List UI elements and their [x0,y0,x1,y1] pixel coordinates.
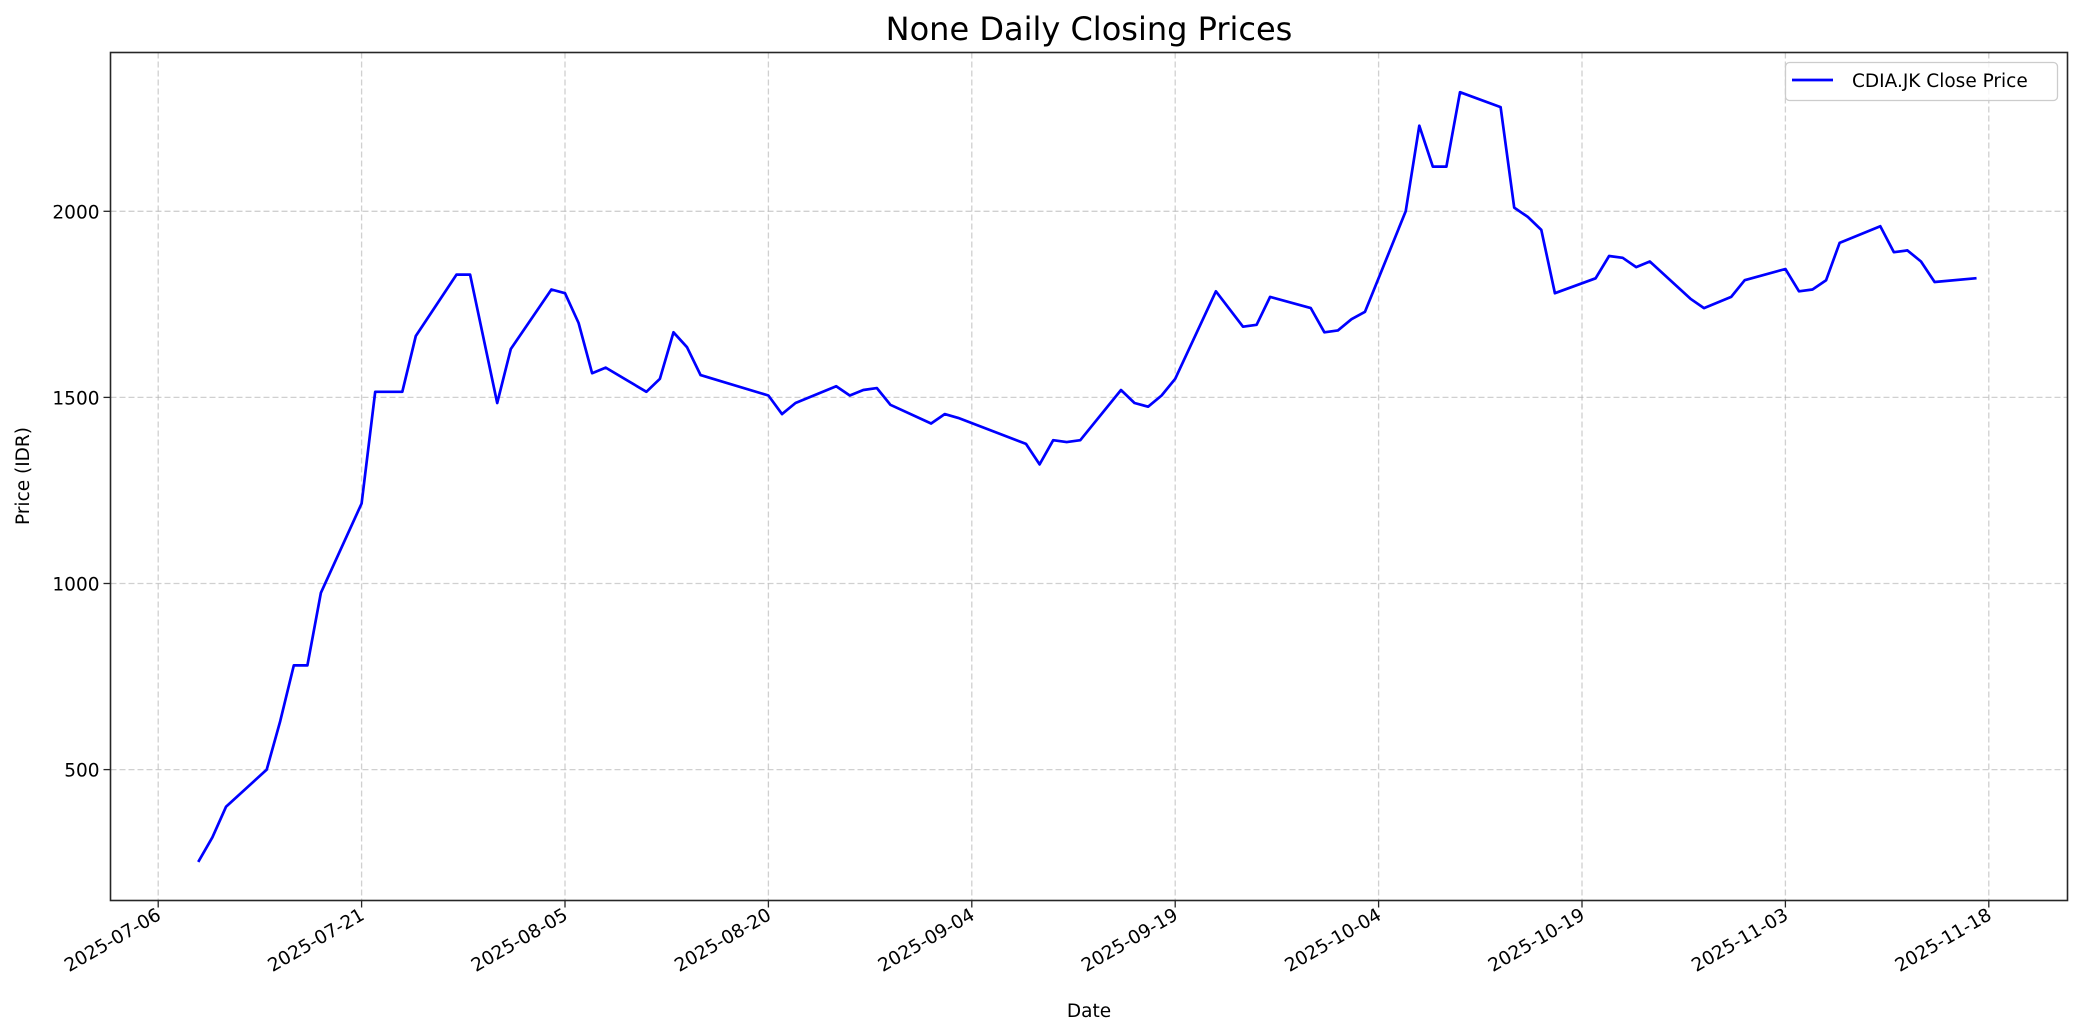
y-tick-label: 1500 [52,388,99,409]
close-price-line [197,90,1977,863]
axes-frame [109,51,2069,902]
legend-box [1784,61,2059,102]
y-tick-label: 1000 [52,575,99,596]
y-axis-label: Price (IDR) [13,427,34,525]
legend-label: CDIA.JK Close Price [1852,71,2028,92]
grid-lines [110,52,2068,901]
x-axis-label: Date [1067,1001,1111,1022]
chart-title: None Daily Closing Prices [886,10,1293,48]
y-tick-label: 2000 [52,202,99,223]
y-tick-label: 500 [64,761,99,782]
data-series [197,90,1977,863]
legend: CDIA.JK Close Price [1784,61,2059,102]
